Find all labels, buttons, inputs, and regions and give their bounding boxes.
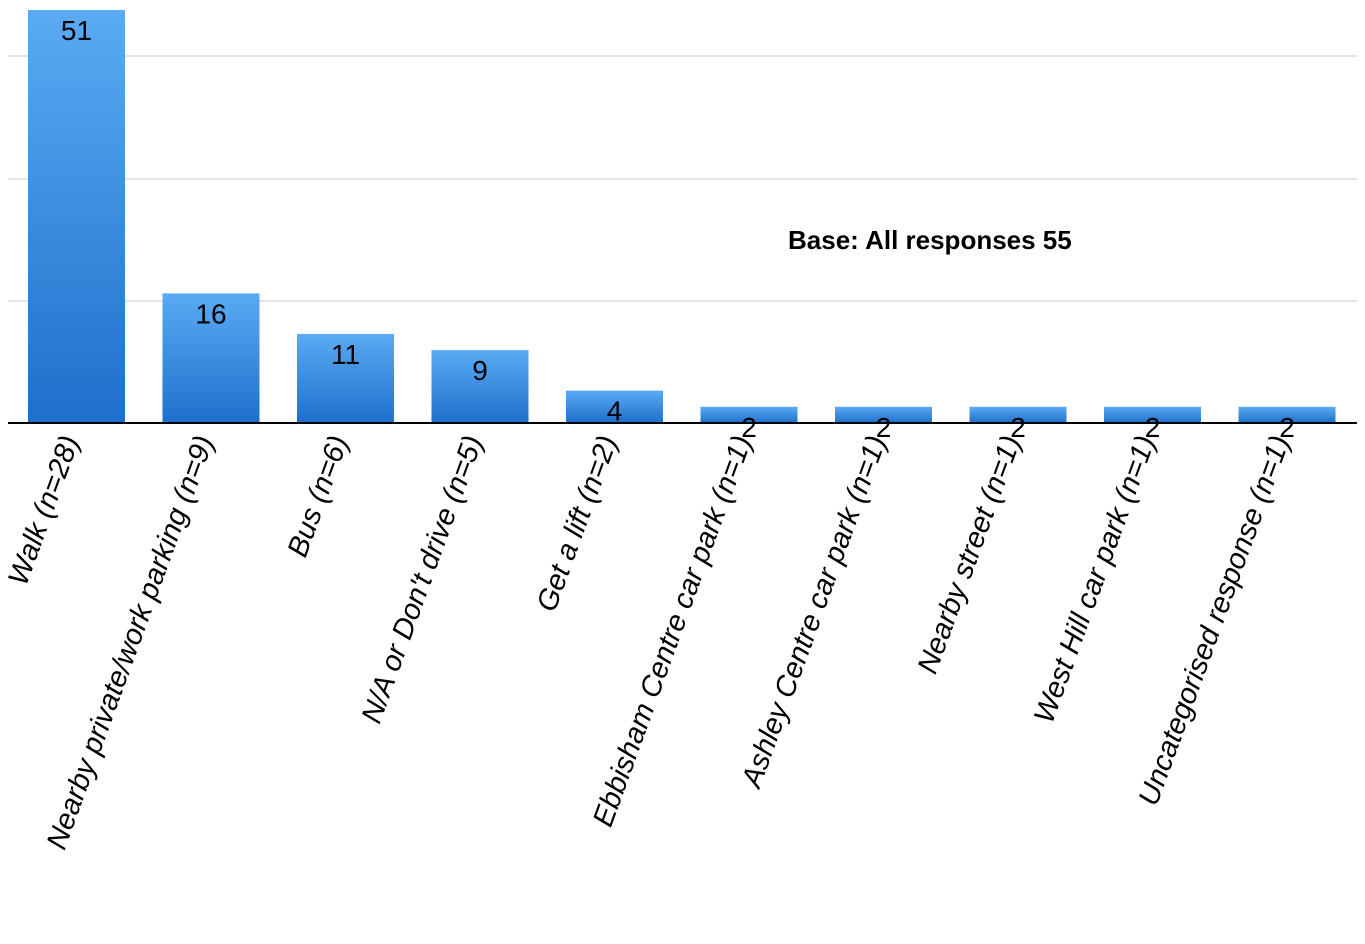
data-label: 2 (1145, 412, 1161, 443)
x-tick-label: Walk (n=28) (2, 431, 86, 589)
gridlines (8, 55, 1357, 302)
data-label: 2 (1010, 412, 1026, 443)
x-tick-label: Nearby private/work parking (n=9) (41, 431, 221, 853)
x-tick-label: Uncategorised response (n=1) (1133, 431, 1297, 809)
bar (969, 406, 1067, 423)
bar (297, 333, 394, 423)
x-tick-labels: Walk (n=28)Nearby private/work parking (… (2, 431, 1296, 853)
x-tick-label: Bus (n=6) (282, 431, 355, 561)
x-tick-label: Ashley Centre car park (n=1) (735, 431, 893, 793)
bar (835, 406, 932, 423)
bar (1238, 406, 1336, 423)
base-annotation: Base: All responses 55 (788, 225, 1072, 255)
bar (1104, 406, 1201, 423)
bar (162, 293, 260, 423)
x-tick-label: West Hill car park (n=1) (1028, 431, 1162, 727)
data-label: 16 (195, 298, 226, 329)
data-label: 4 (607, 396, 623, 427)
data-label: 2 (876, 412, 892, 443)
data-labels: 51 16 11 9 4 2 2 2 2 2 (61, 15, 1295, 443)
data-label: 2 (1279, 412, 1295, 443)
bars (28, 10, 1336, 423)
bar (431, 350, 529, 423)
bar (566, 390, 663, 423)
bar (28, 10, 125, 423)
data-label: 9 (472, 355, 488, 386)
x-tick-label: Nearby street (n=1) (912, 431, 1028, 677)
x-tick-label: Get a lift (n=2) (531, 431, 624, 615)
data-label: 51 (61, 15, 92, 46)
x-tick-label: Ebbisham Centre car park (n=1) (587, 431, 758, 830)
data-label: 2 (741, 412, 757, 443)
data-label: 11 (331, 339, 360, 370)
x-tick-label: N/A or Don't drive (n=5) (356, 431, 490, 727)
bar (700, 406, 798, 423)
